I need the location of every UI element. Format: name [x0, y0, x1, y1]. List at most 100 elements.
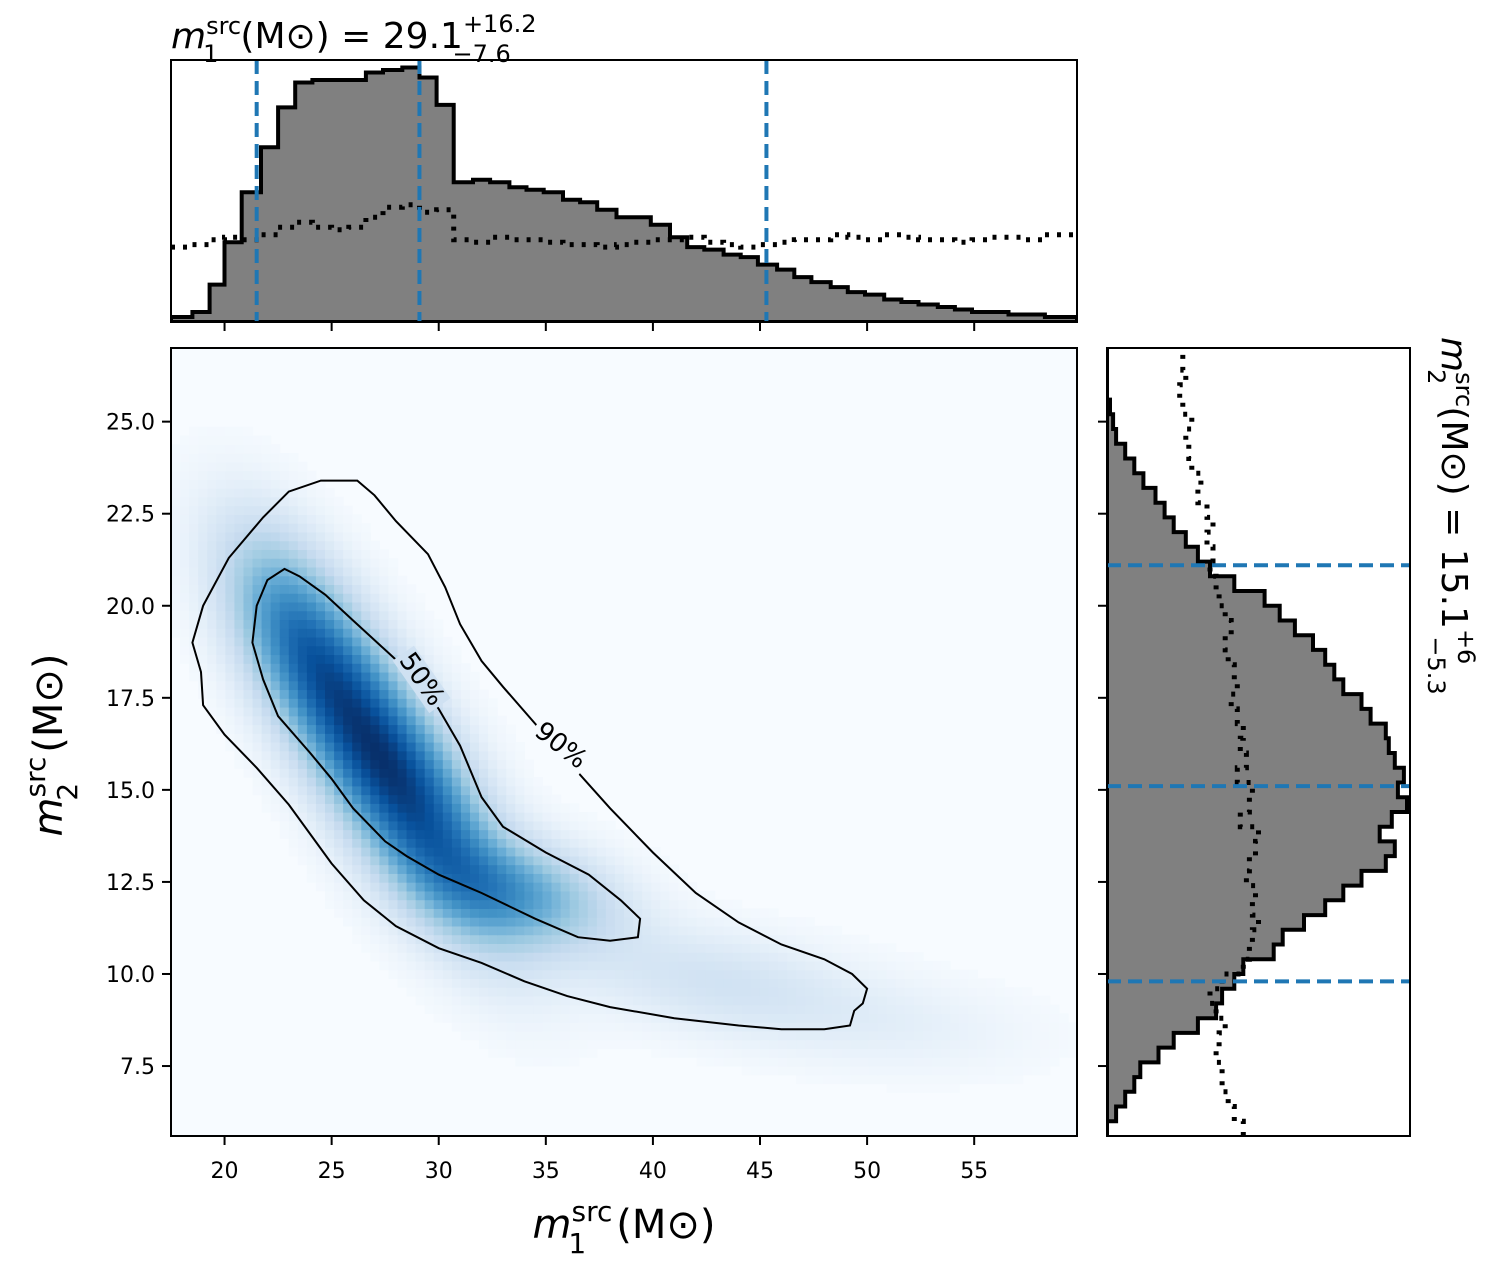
density-cell [678, 1004, 689, 1015]
density-cell [542, 812, 553, 822]
density-cell [315, 523, 326, 533]
density-cell [560, 812, 571, 822]
density-cell [850, 978, 861, 988]
density-cell [334, 750, 344, 761]
density-cell [261, 759, 272, 769]
density-cell [297, 601, 308, 612]
density-cell [343, 847, 353, 857]
density-cell [234, 750, 245, 761]
density-cell [334, 873, 344, 883]
density-cell [705, 925, 716, 936]
density-cell [343, 523, 353, 533]
density-cell [524, 855, 534, 866]
density-cell [533, 899, 544, 909]
y-axis-title: msrc2(M⊙) [19, 654, 84, 837]
density-cell [968, 1057, 978, 1067]
density-cell [551, 794, 562, 804]
density-cell [877, 969, 888, 979]
density-cell [895, 1057, 906, 1067]
density-cell [388, 864, 399, 874]
density-cell [669, 1030, 679, 1041]
density-cell [397, 593, 408, 603]
density-cell [1013, 1065, 1024, 1076]
density-cell [388, 575, 399, 585]
density-cell [216, 671, 226, 682]
density-cell [325, 820, 335, 831]
density-cell [306, 777, 317, 787]
density-cell [587, 987, 598, 997]
density-cell [442, 1013, 453, 1023]
density-cell [922, 1039, 933, 1050]
density-cell [216, 453, 226, 463]
density-cell [479, 908, 489, 918]
density-cell [986, 987, 997, 997]
density-cell [578, 847, 589, 857]
density-cell [569, 873, 580, 883]
density-cell [1013, 1039, 1024, 1050]
density-cell [270, 593, 281, 603]
density-cell [171, 488, 181, 498]
density-cell [524, 917, 534, 927]
density-cell [207, 523, 217, 533]
density-cell [433, 715, 444, 726]
density-cell [524, 1057, 534, 1067]
density-cell [497, 812, 507, 822]
density-cell [642, 847, 652, 857]
density-cell [415, 899, 426, 909]
density-cell [714, 925, 725, 936]
density-cell [370, 882, 380, 892]
density-cell [270, 619, 281, 629]
density-cell [379, 750, 390, 761]
density-cell [198, 680, 208, 691]
density-cell [261, 715, 272, 726]
density-cell [216, 636, 226, 647]
density-cell [198, 505, 208, 515]
density-cell [460, 995, 471, 1006]
density-cell [868, 1057, 879, 1067]
x-title-sup: src [572, 1195, 613, 1228]
density-cell [605, 838, 616, 848]
density-cell [415, 759, 426, 769]
density-cell [859, 960, 870, 971]
density-cell [216, 619, 226, 629]
density-cell [1004, 987, 1015, 997]
density-cell [569, 978, 580, 988]
density-cell [397, 890, 408, 901]
density-cell [397, 750, 408, 761]
density-cell [243, 706, 254, 717]
density-cell [315, 750, 326, 761]
density-cell [379, 890, 390, 901]
density-cell [198, 435, 208, 445]
density-cell [442, 724, 453, 734]
density-cell [796, 960, 806, 971]
density-cell [624, 829, 634, 839]
density-cell [841, 1057, 852, 1067]
density-cell [352, 549, 362, 559]
density-cell [243, 523, 254, 533]
density-cell [270, 654, 281, 664]
density-cell [252, 750, 263, 761]
density-cell [778, 934, 788, 944]
density-cell [216, 444, 226, 454]
density-cell [1013, 1074, 1024, 1085]
density-cell [379, 558, 390, 568]
density-cell [460, 785, 471, 796]
density-cell [614, 925, 625, 936]
density-cell [352, 742, 362, 752]
density-cell [569, 969, 580, 979]
density-cell [306, 558, 317, 568]
density-cell [279, 812, 290, 822]
density-cell [913, 987, 924, 997]
density-cell [569, 899, 580, 909]
density-cell [451, 829, 462, 839]
density-cell [252, 785, 263, 796]
density-cell [569, 890, 580, 901]
density-cell [433, 995, 444, 1006]
density-cell [460, 960, 471, 971]
density-cell [696, 908, 707, 918]
density-cell [469, 864, 480, 874]
density-cell [1022, 1039, 1033, 1050]
density-cell [959, 1048, 969, 1058]
density-cell [469, 899, 480, 909]
density-cell [343, 706, 353, 717]
